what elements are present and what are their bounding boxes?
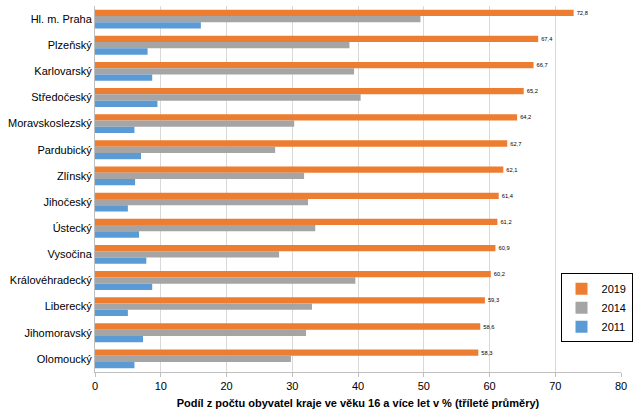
svg-text:30: 30 — [286, 380, 298, 392]
svg-text:Pardubický: Pardubický — [37, 144, 92, 156]
svg-text:Olomoucký: Olomoucký — [37, 353, 93, 365]
svg-text:Vysočina: Vysočina — [48, 248, 93, 260]
svg-text:61,4: 61,4 — [502, 193, 514, 199]
svg-text:Moravskoslezský: Moravskoslezský — [8, 117, 92, 129]
svg-text:Podíl z počtu obyvatel kraje v: Podíl z počtu obyvatel kraje ve věku 16 … — [177, 397, 540, 409]
svg-text:2019: 2019 — [602, 283, 626, 295]
svg-text:Plzeňský: Plzeňský — [48, 39, 93, 51]
svg-text:Jihočeský: Jihočeský — [44, 196, 93, 208]
svg-text:64,2: 64,2 — [520, 114, 531, 120]
svg-text:62,1: 62,1 — [506, 167, 517, 173]
svg-text:58,3: 58,3 — [481, 350, 492, 356]
svg-text:Ústecký: Ústecký — [53, 222, 93, 234]
svg-text:59,3: 59,3 — [488, 297, 499, 303]
svg-text:40: 40 — [352, 380, 364, 392]
svg-text:2014: 2014 — [602, 302, 626, 314]
svg-text:60,9: 60,9 — [498, 245, 509, 251]
svg-text:67,4: 67,4 — [541, 36, 553, 42]
svg-text:80: 80 — [615, 380, 627, 392]
svg-text:20: 20 — [220, 380, 232, 392]
svg-text:2011: 2011 — [602, 321, 626, 333]
svg-text:0: 0 — [92, 380, 98, 392]
svg-text:72,8: 72,8 — [577, 10, 588, 16]
svg-text:Liberecký: Liberecký — [45, 300, 93, 312]
svg-text:60,2: 60,2 — [494, 271, 505, 277]
svg-text:66,7: 66,7 — [537, 62, 548, 68]
svg-text:Královéhradecký: Královéhradecký — [10, 274, 92, 286]
svg-text:70: 70 — [549, 380, 561, 392]
svg-text:Karlovarský: Karlovarský — [34, 65, 92, 77]
svg-text:Hl. m. Praha: Hl. m. Praha — [31, 13, 93, 25]
svg-text:61,2: 61,2 — [500, 219, 511, 225]
svg-text:58,6: 58,6 — [483, 324, 494, 330]
svg-text:Středočeský: Středočeský — [31, 91, 92, 103]
svg-text:50: 50 — [418, 380, 430, 392]
svg-text:62,7: 62,7 — [510, 141, 521, 147]
svg-text:10: 10 — [155, 380, 167, 392]
svg-text:Jihomoravský: Jihomoravský — [25, 327, 93, 339]
svg-text:65,2: 65,2 — [527, 88, 538, 94]
svg-text:Zlínský: Zlínský — [57, 170, 92, 182]
svg-text:60: 60 — [483, 380, 495, 392]
